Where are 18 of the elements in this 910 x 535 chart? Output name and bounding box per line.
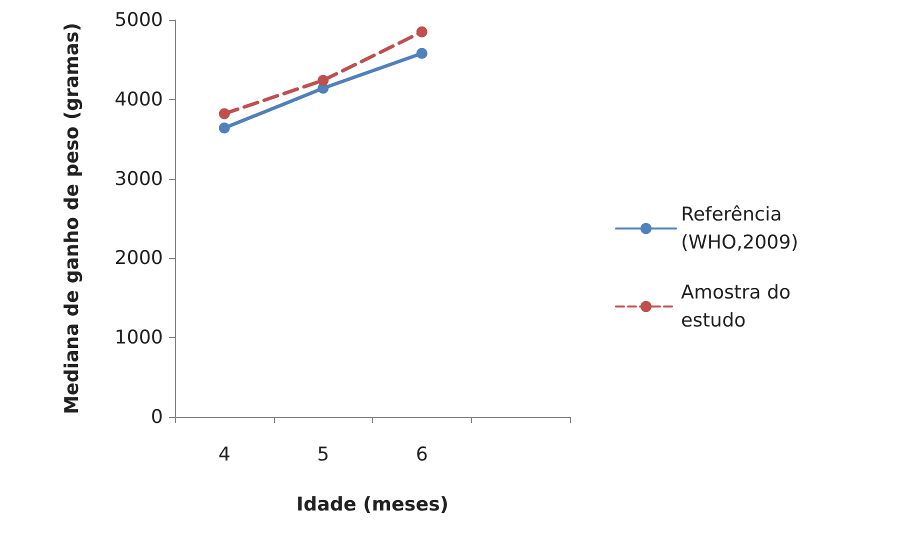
x-tick-label: 6 [416,444,428,466]
point [416,26,428,38]
legend-label: Referência (WHO,2009) [681,204,798,254]
y-tick-label: 0 [150,406,163,428]
x-tick-label: 5 [317,444,330,466]
y-tick-label: 4000 [114,88,163,110]
legend-label: Amostra do estudo [681,282,797,332]
point [318,74,329,86]
point [218,108,230,120]
y-tick-label: 1000 [114,326,163,349]
y-tick-label: 5000 [114,9,163,31]
x-tick-label: 4 [218,444,230,466]
y-tick-label: 3000 [114,168,163,190]
y-axis-title: Mediana de ganho de peso (gramas) [61,22,83,414]
y-tick-label: 2000 [114,247,163,270]
point [416,48,428,59]
x-axis-title: Idade (meses) [296,494,449,516]
point [218,122,230,134]
